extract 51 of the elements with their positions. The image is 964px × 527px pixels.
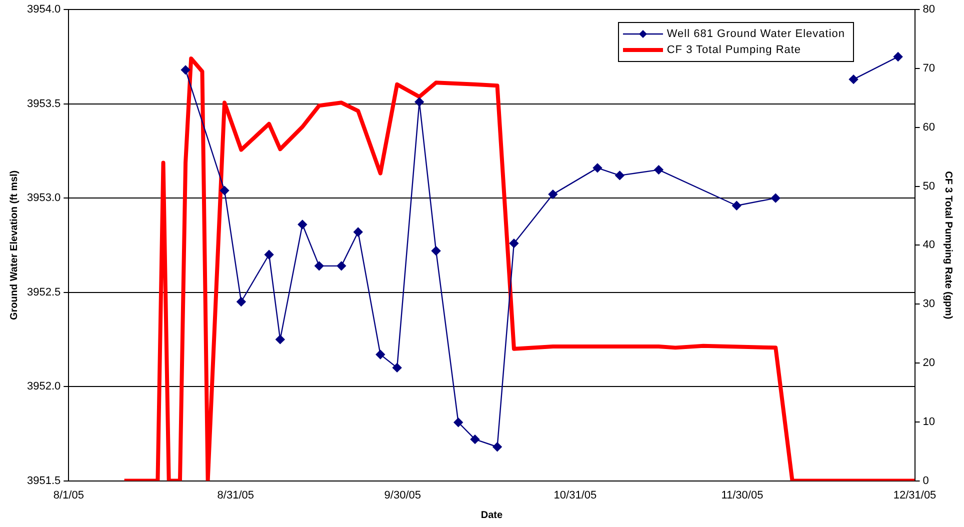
x-axis-title: Date [480,510,503,521]
y2-tick-label: 70 [922,62,936,75]
y2-axis-title: CF 3 Total Pumping Rate (gpm) [942,171,954,320]
point [180,65,190,75]
y-axis-title: Ground Water Elevation (ft msl) [8,170,20,320]
x-tick-label: 8/1/05 [53,489,84,502]
point [220,186,230,196]
legend-label: CF 3 Total Pumping Rate [666,43,802,58]
y2-tick-label: 40 [922,239,936,252]
x-tick-label: 12/31/05 [893,489,936,502]
point [615,170,624,180]
y2-tick-label: 20 [922,357,936,370]
point [771,193,780,203]
point [848,74,858,84]
y2-tick-label: 30 [922,298,936,310]
point [414,97,424,107]
point [276,334,285,344]
point [376,350,385,360]
y-tick-label: 3953.0 [26,192,61,204]
point [392,363,402,372]
point [654,165,664,174]
point [354,227,363,237]
point [592,163,602,173]
legend-label: Well 681 Ground Water Elevation [666,27,845,42]
point [492,442,502,452]
point [732,201,742,210]
point [264,250,274,260]
y-tick-label: 3951.5 [26,474,61,487]
y2-tick-label: 0 [922,474,929,487]
point [548,190,558,199]
x-tick-label: 11/30/05 [721,489,764,502]
point [314,261,324,271]
point [470,434,480,444]
y2-tick-label: 50 [922,180,936,192]
point [509,238,519,248]
point [236,297,246,306]
y-tick-label: 3953.5 [26,98,61,110]
y-tick-label: 3954.0 [26,4,61,16]
y2-tick-label: 80 [922,4,936,16]
y-tick-label: 3952.0 [26,380,61,393]
point [336,261,346,271]
point [298,220,308,230]
x-tick-label: 10/31/05 [554,489,597,502]
point [431,246,441,256]
y2-tick-label: 10 [922,416,936,428]
y2-tick-label: 60 [922,121,936,134]
x-tick-label: 8/31/05 [217,489,254,502]
point [454,418,463,427]
y-tick-label: 3952.5 [26,286,61,298]
point [893,52,903,62]
x-tick-label: 9/30/05 [384,489,421,502]
